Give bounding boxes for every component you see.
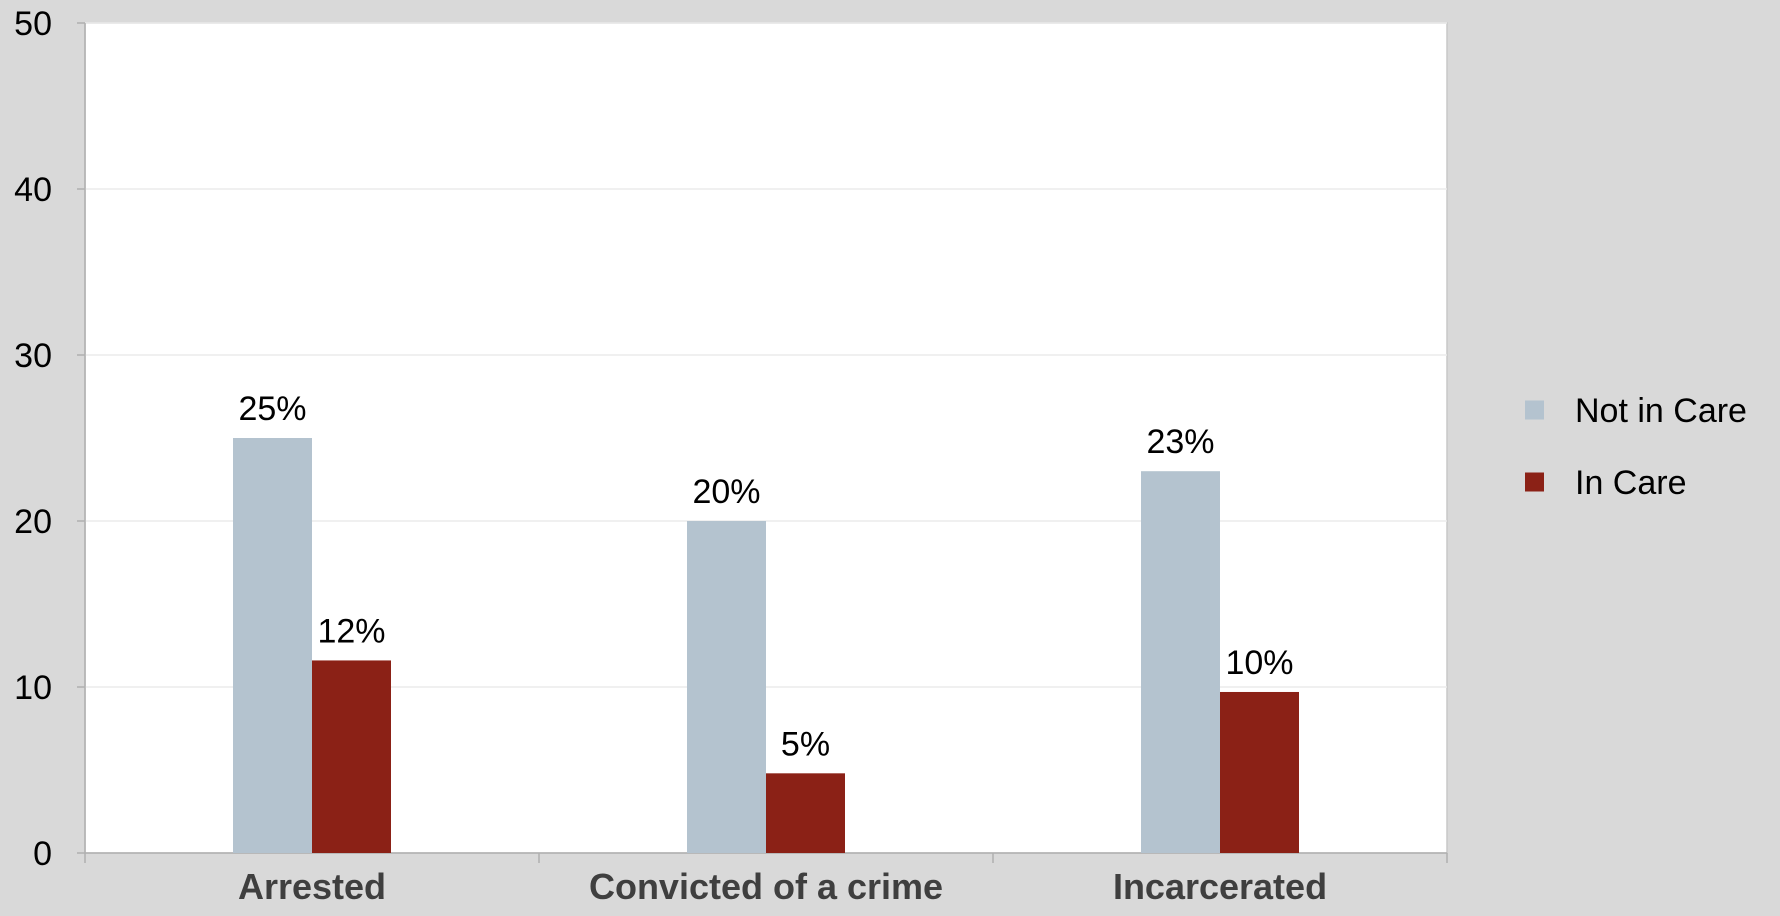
y-tick-label: 50 bbox=[14, 5, 52, 43]
data-label: 10% bbox=[1225, 644, 1293, 682]
data-label: 5% bbox=[781, 725, 830, 763]
bars bbox=[233, 438, 1299, 853]
y-tick-label: 20 bbox=[14, 503, 52, 541]
data-label: 20% bbox=[692, 473, 760, 511]
legend-label: Not in Care bbox=[1575, 392, 1747, 430]
y-tick-label: 40 bbox=[14, 171, 52, 209]
y-tick-label: 0 bbox=[33, 835, 52, 873]
legend: Not in Care In Care bbox=[1525, 392, 1747, 502]
x-category-label: Incarcerated bbox=[1113, 866, 1327, 907]
x-category-label: Arrested bbox=[238, 866, 386, 907]
bar-0-2 bbox=[1141, 471, 1220, 853]
legend-swatch bbox=[1525, 400, 1544, 420]
bar-0-1 bbox=[687, 521, 766, 853]
y-tick-label: 10 bbox=[14, 669, 52, 707]
bar-1-2 bbox=[1220, 691, 1299, 853]
data-label: 23% bbox=[1146, 423, 1214, 461]
axes: 0 10 20 30 40 50 Arrested Convicted of a crime I… bbox=[14, 5, 1448, 907]
data-label: 25% bbox=[238, 390, 306, 428]
y-tick-label: 30 bbox=[14, 337, 52, 375]
bar-1-1 bbox=[766, 773, 845, 853]
legend-label: In Care bbox=[1575, 464, 1687, 502]
bar-1-0 bbox=[312, 660, 391, 853]
data-labels: 25% 12% 20% 5% 23% 10% bbox=[238, 390, 1293, 763]
x-category-label: Convicted of a crime bbox=[589, 866, 943, 907]
bar-0-0 bbox=[233, 438, 312, 853]
legend-swatch bbox=[1525, 472, 1544, 492]
data-label: 12% bbox=[317, 612, 385, 650]
